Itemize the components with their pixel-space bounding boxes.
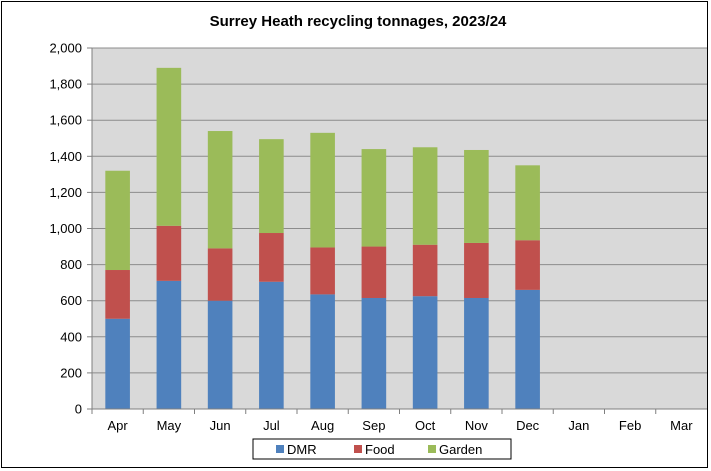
bar-dmr-aug (310, 294, 335, 409)
bar-food-jul (259, 233, 284, 282)
x-tick-label: Oct (415, 418, 436, 433)
bar-garden-aug (310, 132, 335, 248)
x-tick-label: Dec (516, 418, 540, 433)
bar-food-apr (105, 270, 130, 319)
bar-food-jun (207, 248, 233, 301)
bar-garden-jul (259, 139, 284, 234)
legend: DMR Food Garden (252, 438, 512, 460)
legend-label-dmr: DMR (287, 442, 317, 457)
y-tick-label: 1,800 (49, 77, 82, 92)
x-tick-label: Jan (568, 418, 589, 433)
bar-food-aug (310, 247, 335, 295)
y-tick-label: 0 (75, 402, 82, 417)
gridlines (92, 47, 707, 374)
bar-food-oct (412, 244, 438, 297)
y-tick-label: 2,000 (49, 41, 82, 56)
bar-dmr-may (156, 280, 182, 409)
bar-food-dec (515, 240, 540, 290)
y-axis-ticks: 0 200 400 600 800 1,000 1,200 1,400 1,600 1,800 2,… (49, 41, 82, 417)
bar-garden-nov (464, 149, 489, 243)
y-tick-label: 1,400 (49, 149, 82, 164)
y-tick-label: 200 (60, 365, 82, 380)
y-tick-label: 400 (60, 329, 82, 344)
bars (105, 67, 540, 409)
y-tick-label: 1,000 (49, 221, 82, 236)
x-tick-label: Feb (619, 418, 641, 433)
y-tick-label: 800 (60, 257, 82, 272)
bar-dmr-oct (412, 296, 438, 409)
bar-garden-oct (412, 147, 438, 245)
bar-dmr-apr (105, 318, 130, 409)
bar-garden-sep (361, 149, 387, 247)
bar-food-nov (464, 242, 489, 298)
bar-dmr-nov (464, 297, 489, 409)
legend-swatch-food (354, 445, 362, 453)
bar-garden-apr (105, 170, 130, 271)
y-tick-label: 1,200 (49, 185, 82, 200)
x-tick-label: Apr (108, 418, 129, 433)
x-tick-label: Jul (263, 418, 280, 433)
bar-garden-jun (207, 131, 233, 249)
x-tick-label: Aug (311, 418, 334, 433)
x-tick-label: Nov (465, 418, 489, 433)
legend-swatch-dmr (276, 445, 284, 453)
axes (87, 47, 707, 414)
legend-label-garden: Garden (439, 442, 482, 457)
bar-dmr-dec (515, 289, 540, 409)
bar-dmr-jun (207, 300, 233, 409)
bar-garden-may (156, 67, 182, 226)
bar-food-may (156, 225, 182, 281)
legend-label-food: Food (365, 442, 395, 457)
legend-swatch-garden (428, 445, 436, 453)
x-tick-label: May (157, 418, 182, 433)
x-axis-ticks: Apr May Jun Jul Aug Sep Oct Nov Dec Jan Feb Mar (108, 418, 694, 433)
x-tick-label: Jun (210, 418, 231, 433)
bar-dmr-jul (259, 281, 284, 409)
bar-garden-dec (515, 165, 540, 241)
x-tick-label: Sep (362, 418, 385, 433)
bar-dmr-sep (361, 297, 387, 409)
chart-title: Surrey Heath recycling tonnages, 2023/24 (210, 13, 507, 30)
x-tick-label: Mar (670, 418, 693, 433)
bar-food-sep (361, 246, 387, 298)
legend-box (252, 438, 512, 460)
y-tick-label: 600 (60, 293, 82, 308)
y-tick-label: 1,600 (49, 113, 82, 128)
